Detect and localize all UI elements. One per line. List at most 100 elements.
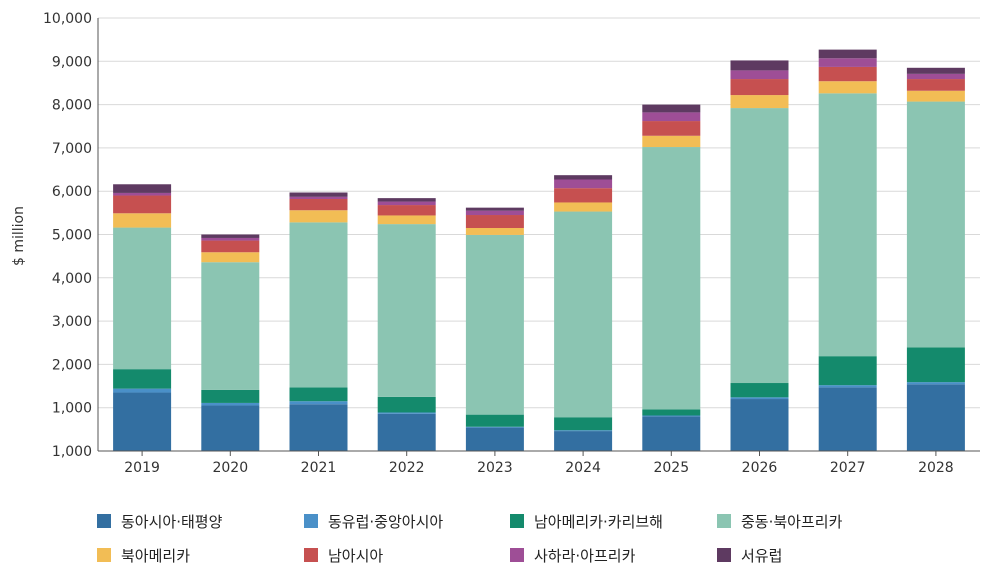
legend-item: 북아메리카 <box>97 545 304 566</box>
legend-swatch <box>510 548 524 562</box>
bar-segment <box>906 67 965 74</box>
bar-segment <box>642 147 701 410</box>
x-tick-label: 2021 <box>301 460 337 476</box>
y-tick-label: 4,000 <box>52 271 92 287</box>
bar-segment <box>554 431 613 451</box>
bar-segment <box>377 412 436 414</box>
x-tick-label: 2027 <box>830 460 866 476</box>
bar-segment <box>730 60 789 71</box>
bar-segment <box>818 387 877 451</box>
y-tick-label: 7,000 <box>52 141 92 157</box>
bar-segment <box>642 135 701 148</box>
y-tick-label: 6,000 <box>52 184 92 200</box>
bar-segment <box>730 95 789 109</box>
bar-segment <box>642 104 701 113</box>
bar-segment <box>377 201 436 206</box>
bar-segment <box>113 213 172 228</box>
bar-segment <box>642 112 701 122</box>
legend-item: 서유럽 <box>717 545 923 566</box>
bar-segment <box>377 413 436 451</box>
bar-segment <box>642 409 701 416</box>
bar-segment <box>730 399 789 451</box>
bar-segment <box>554 188 613 203</box>
axes: 1,000 1,000 2,000 3,000 4,000 5,000 6,000 7,000… <box>43 11 980 476</box>
x-tick-label: 2020 <box>212 460 248 476</box>
bar-segment <box>818 49 877 59</box>
y-tick-label: 2,000 <box>52 357 92 373</box>
bar-segment <box>642 121 701 136</box>
legend-swatch <box>717 548 731 562</box>
bar-segment <box>289 198 348 211</box>
bar-segment <box>818 385 877 388</box>
bar-segment <box>113 192 172 196</box>
bar-segment <box>642 416 701 451</box>
bar-segment <box>554 179 613 189</box>
bar-segment <box>377 224 436 397</box>
legend-item: 사하라·아프리카 <box>510 545 717 566</box>
bar-segment <box>906 73 965 80</box>
bar-segment <box>554 175 613 180</box>
bar-segment <box>201 252 260 263</box>
bar-segment <box>818 356 877 386</box>
y-tick-label: 8,000 <box>52 98 92 114</box>
bar-segment <box>818 66 877 82</box>
bar-segment <box>113 184 172 193</box>
bar-segment <box>465 234 524 415</box>
bar-segment <box>289 196 348 199</box>
bar-segment <box>201 402 260 406</box>
bar-segment <box>642 415 701 417</box>
bar-segment <box>113 388 172 393</box>
bar-segment <box>201 262 260 390</box>
legend-swatch <box>510 514 524 528</box>
bar-segment <box>377 215 436 225</box>
bar-segment <box>289 210 348 223</box>
legend-swatch <box>304 548 318 562</box>
legend-item: 동아시아·태평양 <box>97 511 304 532</box>
bar-segment <box>818 58 877 67</box>
stacked-bar-chart: 1,000 1,000 2,000 3,000 4,000 5,000 6,000 7,000… <box>11 11 980 476</box>
legend: 동아시아·태평양 동유럽·중앙아시아 남아메리카·카리브해 중동·북아프리카 북아메리… <box>97 504 977 572</box>
bar-segment <box>201 234 260 238</box>
legend-item: 남아시아 <box>304 545 510 566</box>
bar-segment <box>465 215 524 229</box>
x-tick-label: 2019 <box>124 460 160 476</box>
bar-segment <box>465 228 524 235</box>
bar-segment <box>554 202 613 212</box>
bar-segment <box>730 108 789 384</box>
bar-segment <box>289 222 348 388</box>
bar-segment <box>554 430 613 432</box>
y-axis-label: $ million <box>11 206 27 266</box>
bar-segment <box>818 81 877 94</box>
legend-item: 중동·북아프리카 <box>717 511 923 532</box>
y-tick-label: 10,000 <box>43 11 92 27</box>
x-tick-label: 2022 <box>389 460 425 476</box>
bar-segment <box>730 397 789 400</box>
x-tick-label: 2026 <box>742 460 778 476</box>
bar-segment <box>906 101 965 348</box>
bar-segment <box>906 90 965 102</box>
bar-segment <box>906 382 965 385</box>
bar-segment <box>465 426 524 428</box>
x-tick-label: 2028 <box>918 460 954 476</box>
legend-label: 동아시아·태평양 <box>121 512 223 531</box>
legend-label: 남아시아 <box>328 546 384 565</box>
bar-segment <box>201 240 260 253</box>
legend-swatch <box>717 514 731 528</box>
legend-item: 남아메리카·카리브해 <box>510 511 717 532</box>
legend-swatch <box>304 514 318 528</box>
legend-swatch <box>97 514 111 528</box>
legend-row: 북아메리카 남아시아 사하라·아프리카 서유럽 <box>97 538 977 572</box>
y-tick-label: 5,000 <box>52 228 92 244</box>
bar-segment <box>818 93 877 357</box>
y-tick-label: 3,000 <box>52 314 92 330</box>
bar-segment <box>201 237 260 241</box>
legend-row: 동아시아·태평양 동유럽·중앙아시아 남아메리카·카리브해 중동·북아프리카 <box>97 504 977 538</box>
legend-label: 서유럽 <box>741 546 783 565</box>
bar-segment <box>377 396 436 413</box>
y-tick-label: 1,000 <box>52 401 92 417</box>
bar-segment <box>113 195 172 214</box>
bar-segment <box>465 207 524 211</box>
bar-segment <box>377 198 436 202</box>
bar-segment <box>289 401 348 405</box>
